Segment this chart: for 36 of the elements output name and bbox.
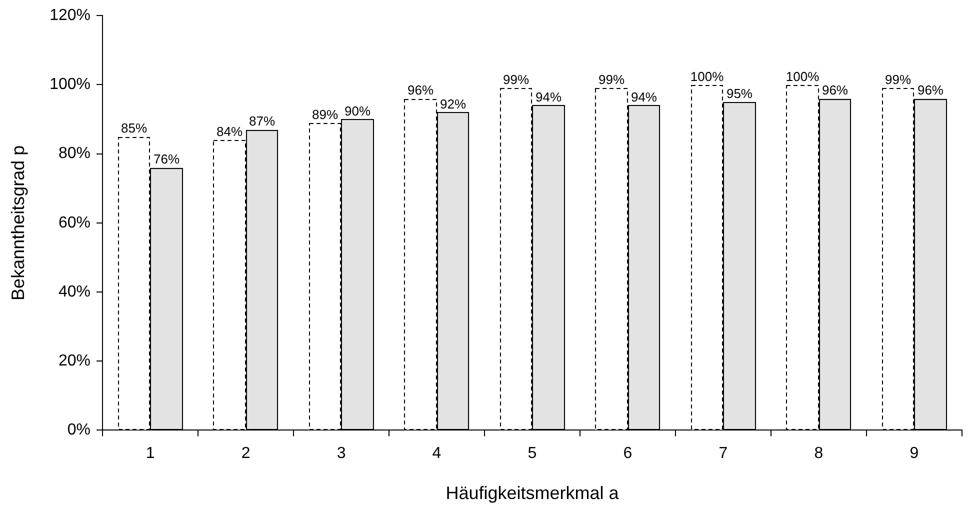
y-tick-label: 40%	[58, 283, 91, 300]
data-label: 76%	[153, 152, 180, 167]
x-tick-label: 1	[146, 445, 155, 462]
data-label: 92%	[440, 96, 466, 112]
data-label: 94%	[630, 90, 658, 105]
data-label: 96%	[917, 82, 944, 98]
data-label: 96%	[822, 82, 848, 98]
x-tick-label: 7	[718, 445, 728, 462]
x-tick-label: 5	[528, 445, 537, 462]
data-label: 95%	[726, 86, 753, 102]
y-tick-label: 0%	[67, 422, 91, 439]
y-tick-label: 60%	[58, 214, 91, 232]
x-tick-label: 8	[814, 445, 824, 462]
data-label: 90%	[344, 103, 371, 118]
y-tick-label: 80%	[58, 145, 91, 162]
data-label: 94%	[535, 90, 562, 105]
x-tick-label: 4	[432, 445, 442, 462]
y-tick-label: 120%	[50, 7, 91, 24]
x-axis-title: Häufigkeitsmerkmal a	[446, 483, 620, 504]
y-tick-label: 100%	[50, 76, 91, 94]
y-tick-label: 20%	[58, 352, 91, 370]
data-label: 96%	[408, 82, 434, 98]
x-tick-label: 6	[623, 445, 632, 462]
x-tick-label: 9	[910, 445, 919, 462]
data-label: 100%	[690, 68, 724, 84]
data-label: 99%	[885, 72, 912, 88]
data-label: 100%	[786, 68, 820, 84]
data-label: 89%	[312, 106, 338, 122]
x-tick-label: 3	[336, 445, 346, 462]
x-tick-label: 2	[241, 445, 250, 462]
data-label: 99%	[598, 72, 625, 88]
data-label: 85%	[121, 120, 148, 136]
y-axis-title: Bekanntheitsgrad p	[8, 145, 28, 300]
data-label: 87%	[248, 114, 276, 129]
data-label: 99%	[503, 72, 530, 88]
data-label: 84%	[216, 124, 243, 140]
